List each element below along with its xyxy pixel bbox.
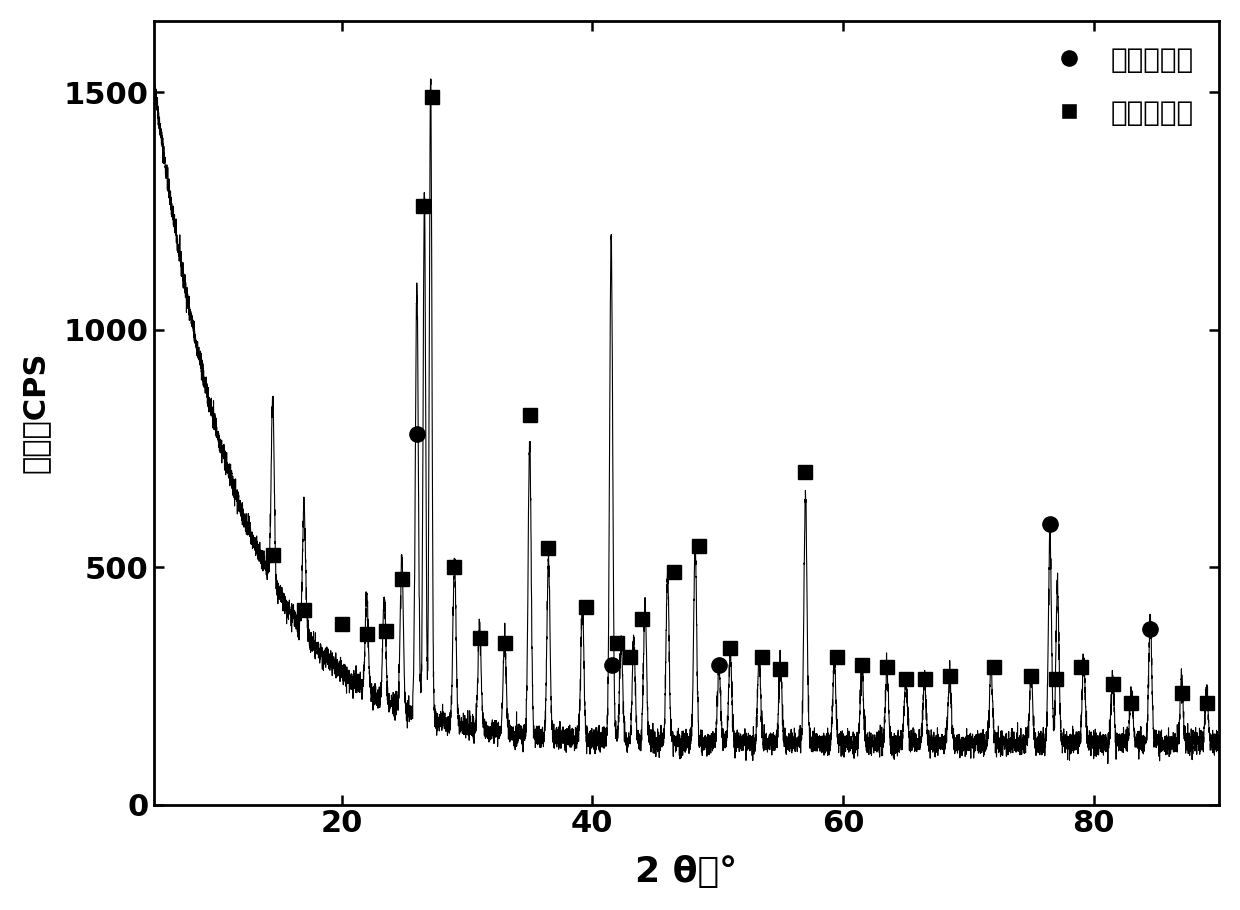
Legend: 六方氮化硜, 单斜锇长石: 六方氮化硜, 单斜锇长石	[1030, 35, 1205, 138]
X-axis label: 2 θ，°: 2 θ，°	[635, 855, 738, 889]
Y-axis label: 强度，CPS: 强度，CPS	[21, 352, 50, 473]
